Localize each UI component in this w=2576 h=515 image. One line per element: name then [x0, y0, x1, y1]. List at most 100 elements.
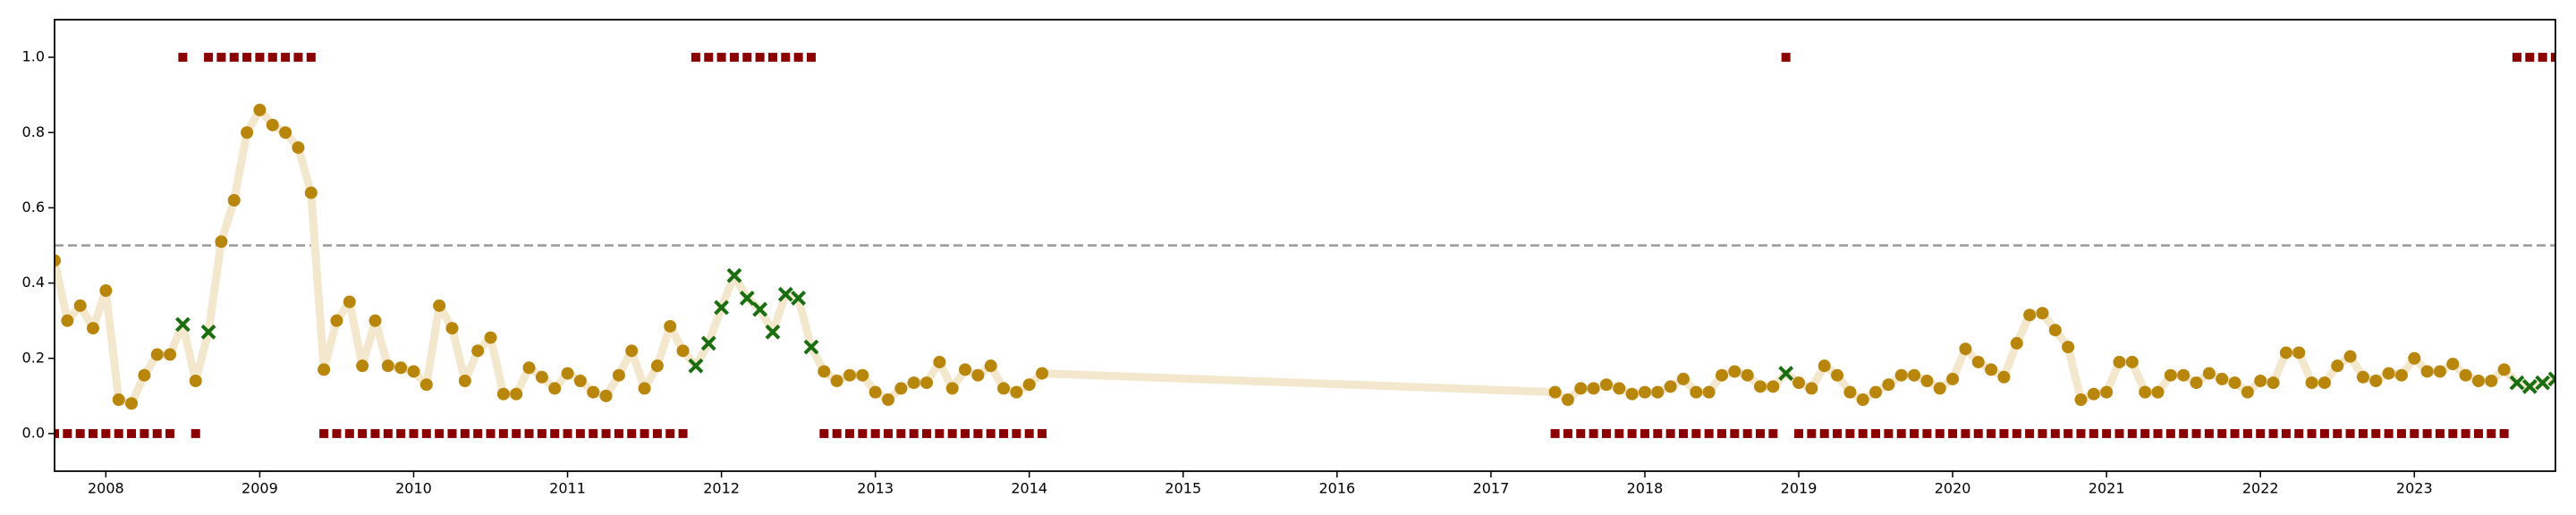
plot-area [0, 53, 2555, 438]
label-marker [267, 53, 277, 63]
label-marker [1973, 428, 1983, 438]
label-marker [0, 53, 9, 62]
probability-marker [1946, 372, 1960, 385]
label-marker [947, 428, 957, 438]
label-marker [1845, 428, 1855, 438]
probability-marker [997, 382, 1011, 395]
probability-marker [2459, 368, 2472, 382]
label-marker [1948, 428, 1958, 438]
misclassified-marker [791, 291, 807, 306]
label-marker [2435, 428, 2445, 438]
label-marker [2242, 428, 2252, 438]
label-marker [101, 428, 111, 438]
probability-marker [933, 355, 946, 368]
label-marker [2114, 428, 2124, 438]
y-tick-label: 0.6 [22, 198, 45, 215]
probability-marker [2267, 376, 2280, 390]
label-marker [0, 53, 9, 62]
misclassified-marker [765, 324, 781, 340]
label-marker [512, 428, 521, 438]
probability-marker [2113, 355, 2126, 368]
y-tick-label: 0.0 [22, 424, 45, 441]
probability-marker [138, 368, 151, 382]
label-marker [2179, 428, 2189, 438]
probability-marker [2074, 393, 2088, 407]
label-marker [114, 428, 123, 438]
misclassified-marker [2535, 375, 2551, 391]
probability-marker [394, 361, 408, 375]
x-tick-label: 2019 [1781, 480, 1818, 497]
label-marker [2256, 428, 2266, 438]
label-marker [435, 428, 445, 438]
x-tick-label: 2009 [242, 480, 278, 497]
label-marker [306, 53, 316, 63]
label-marker [140, 428, 149, 438]
misclassified-marker [714, 300, 730, 316]
label-marker [0, 429, 9, 438]
misclassified-marker [739, 291, 755, 306]
label-marker [473, 428, 483, 438]
label-marker [896, 428, 906, 438]
probability-marker [1894, 368, 1908, 382]
misclassified-marker [688, 358, 704, 374]
probability-marker [433, 299, 446, 312]
misclassified-marker [2547, 371, 2555, 387]
label-marker [1910, 428, 1919, 438]
label-marker [1589, 428, 1598, 438]
probability-marker [2279, 346, 2292, 359]
probability-marker [407, 365, 420, 378]
y-tick-label: 0.2 [22, 349, 45, 366]
label-marker [1794, 428, 1804, 438]
label-marker [999, 428, 1009, 438]
label-marker [986, 428, 996, 438]
label-marker [63, 428, 72, 438]
probability-marker [548, 382, 562, 395]
label-marker [396, 428, 406, 438]
label-marker [165, 428, 175, 438]
probability-marker [1805, 382, 1818, 395]
misclassified-marker [1778, 366, 1794, 381]
label-marker [1922, 428, 1932, 438]
label-marker [383, 428, 393, 438]
probability-marker [1792, 376, 1806, 390]
label-marker [1691, 428, 1701, 438]
x-tick-label: 2018 [1627, 480, 1664, 497]
probability-marker [2202, 367, 2216, 380]
misclassified-marker [777, 286, 793, 302]
label-marker [884, 428, 893, 438]
probability-marker [279, 126, 292, 139]
probability-marker [445, 322, 459, 335]
label-marker [2050, 428, 2060, 438]
misclassified-marker [174, 317, 191, 333]
label-marker [242, 53, 252, 63]
probability-marker [496, 387, 510, 401]
probability-marker [2420, 365, 2434, 378]
label-marker [537, 428, 547, 438]
probability-marker [215, 235, 228, 249]
probability-marker [2497, 363, 2511, 376]
probability-marker [2062, 341, 2075, 354]
label-marker [1678, 428, 1688, 438]
label-marker [0, 53, 9, 62]
probability-marker [73, 299, 87, 312]
probability-marker [1754, 380, 1767, 393]
label-marker [2307, 428, 2317, 438]
label-marker [2153, 428, 2163, 438]
plot-frame [54, 19, 2556, 472]
label-marker [742, 53, 752, 63]
probability-marker [266, 118, 279, 131]
probability-marker [2010, 336, 2023, 350]
label-marker [460, 428, 470, 438]
probability-marker [2318, 376, 2331, 390]
probability-marker [1599, 378, 1613, 392]
probability-marker [1690, 385, 1703, 399]
label-marker [229, 53, 239, 63]
label-marker [767, 53, 777, 63]
probability-marker [612, 368, 625, 382]
label-marker [1576, 428, 1586, 438]
label-marker [1614, 428, 1624, 438]
probability-marker [87, 322, 100, 335]
misclassified-marker [752, 301, 768, 317]
label-marker [922, 428, 932, 438]
